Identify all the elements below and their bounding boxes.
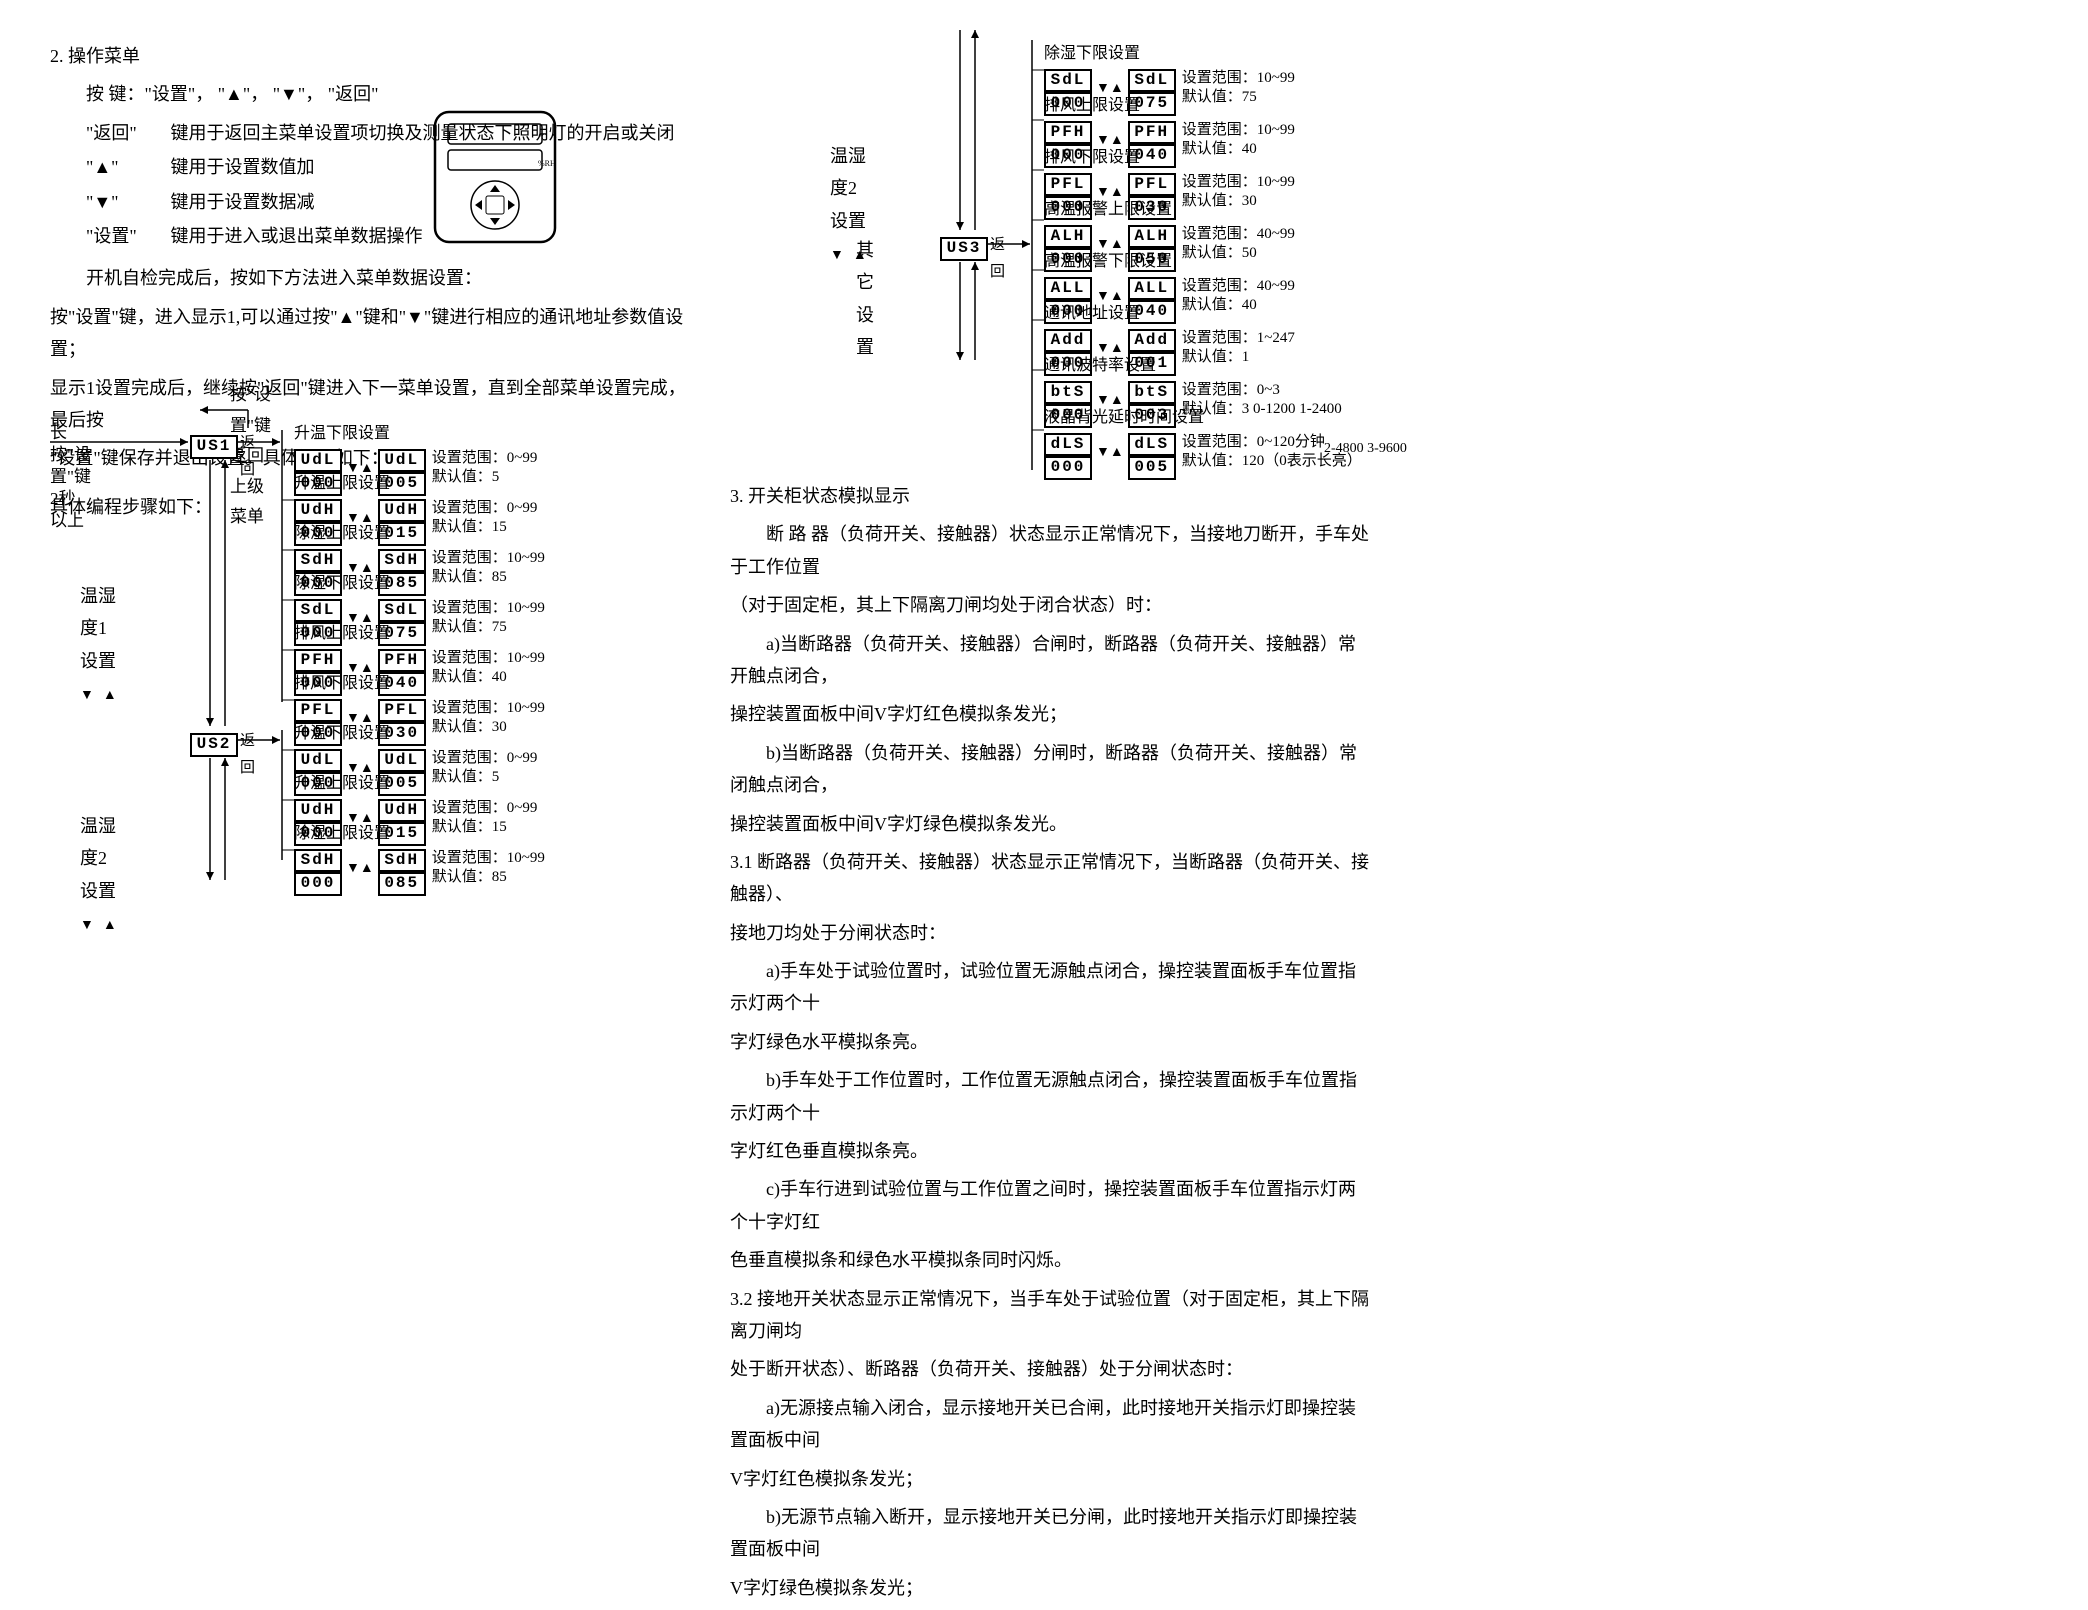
setting-info: 设置范围：0~99默认值：15 [432,799,538,838]
setting-info: 设置范围：10~99默认值：85 [432,849,545,888]
return-2: 返回 [240,728,255,782]
setting-info: 设置范围：10~99默认值：75 [1182,69,1295,108]
right-para: 色垂直模拟条和绿色水平模拟条同时闪烁。 [730,1244,1370,1276]
settings-b: 升温下限设置UdL000▼▲UdL005设置范围：0~99默认值：5升温上限设置… [294,720,545,870]
key-desc-row: "▲" 键用于设置数值加 [86,151,690,183]
setting-info: 设置范围：40~99默认值：40 [1182,277,1295,316]
right-para: a)当断路器（负荷开关、接触器）合闸时，断路器（负荷开关、接触器）常开触点闭合， [730,628,1370,693]
setting-title: 除湿下限设置 [1044,40,1362,69]
section-title: 2. 操作菜单 [50,40,690,72]
setting-title: 升温下限设置 [294,420,545,449]
arrow-icons: ▼▲ [1096,440,1124,465]
setting-info: 设置范围：10~99默认值：40 [1182,121,1295,160]
group-3-label: 其它设置 [856,234,874,364]
right-para: 断 路 器（负荷开关、接触器）状态显示正常情况下，当接地刀断开，手车处于工作位置 [730,518,1370,583]
setting-info: 设置范围：0~99默认值：5 [432,749,538,788]
right-para: （对于固定柜，其上下隔离刀闸均处于闭合状态）时： [730,589,1370,621]
para-1: 按"设置"键，进入显示1,可以通过按"▲"键和"▼"键进行相应的通讯地址参数值设… [50,301,690,366]
right-para: a)无源接点输入闭合，显示接地开关已合闸，此时接地开关指示灯即操控装置面板中间 [730,1392,1370,1457]
setting-title: 升温下限设置 [294,720,545,749]
setting-info: 设置范围：1~247默认值：1 [1182,329,1295,368]
group-1-label: 温湿度1设置 ▼ ▲ [80,580,117,710]
lcd-left: SdH000 [294,849,342,896]
settings-c: 除湿下限设置SdL000▼▲SdL075设置范围：10~99默认值：75排风上限… [1044,40,1362,456]
right-para: 接地刀均处于分闸状态时： [730,917,1370,949]
svg-text:℃: ℃ [538,133,547,142]
right-para: 字灯绿色水平模拟条亮。 [730,1026,1370,1058]
setting-info: 设置范围：0~99默认值：5 [432,449,538,488]
right-para: b)当断路器（负荷开关、接触器）分闸时，断路器（负荷开关、接触器）常闭触点闭合， [730,737,1370,802]
setting-group: 升温下限设置UdL000▼▲UdL005设置范围：0~99默认值：5 [294,720,545,770]
svg-text:%RH: %RH [538,159,556,168]
right-para: 操控装置面板中间V字灯红色模拟条发光； [730,698,1370,730]
setting-info: 设置范围：10~99默认值：85 [432,549,545,588]
key-desc-row: "设置" 键用于进入或退出菜单数据操作 [86,220,690,252]
setting-group: 升温下限设置UdL000▼▲UdL005设置范围：0~99默认值：5 [294,420,545,470]
right-column: 3. 开关柜状态模拟显示 断 路 器（负荷开关、接触器）状态显示正常情况下，当接… [730,480,1370,1610]
group-2-label: 温湿度2设置 ▼ ▲ [80,810,117,940]
right-para: V字灯红色模拟条发光； [730,1463,1370,1495]
right-para: 字灯红色垂直模拟条亮。 [730,1135,1370,1167]
lcd-right: dLS005 [1128,433,1176,480]
boot-line: 开机自检完成后，按如下方法进入菜单数据设置： [50,262,690,294]
us1-box: US1 [190,428,238,460]
key-desc-row: "▼" 键用于设置数据减 [86,186,690,218]
setting-info: 设置范围：40~99默认值：50 [1182,225,1295,264]
right-paragraphs: 断 路 器（负荷开关、接触器）状态显示正常情况下，当接地刀断开，手车处于工作位置… [730,518,1370,1604]
lcd-left: dLS000 [1044,433,1092,480]
right-para: a)手车处于试验位置时，试验位置无源触点闭合，操控装置面板手车位置指示灯两个十 [730,955,1370,1020]
setting-info: 设置范围：10~99默认值：75 [432,599,545,638]
section-3-title: 3. 开关柜状态模拟显示 [730,480,1370,512]
right-para: 操控装置面板中间V字灯绿色模拟条发光。 [730,808,1370,840]
right-para: b)无源节点输入断开，显示接地开关已分闸，此时接地开关指示灯即操控装置面板中间 [730,1501,1370,1566]
device-illustration: ℃ %RH [430,110,560,240]
arrow-icons: ▼▲ [346,856,374,881]
setting-info: 设置范围：0~3默认值：3 0-1200 1-2400 [1182,381,1342,420]
lcd-right: SdH085 [378,849,426,896]
right-para: 3.2 接地开关状态显示正常情况下，当手车处于试验位置（对于固定柜，其上下隔离刀… [730,1283,1370,1348]
right-para: 3.1 断路器（负荷开关、接触器）状态显示正常情况下，当断路器（负荷开关、接触器… [730,846,1370,911]
setting-info: 设置范围：0~99默认值：15 [432,499,538,538]
setting-row: SdH000▼▲SdH085设置范围：10~99默认值：85 [294,849,545,896]
right-para: 处于断开状态）、断路器（负荷开关、接触器）处于分闸状态时： [730,1353,1370,1385]
us2-box: US2 [190,726,238,758]
return-3: 返回 [990,232,1005,286]
keys-line: 按 键："设置"， "▲"， "▼"， "返回" [50,78,690,110]
us3-box: US3 [940,230,988,262]
return-1: 返回 [240,430,255,484]
setting-info: 设置范围：10~99默认值：40 [432,649,545,688]
key-descriptions: "返回" 键用于返回主菜单设置项切换及测量状态下照明灯的开启或关闭"▲" 键用于… [50,117,690,253]
right-para: c)手车行进到试验位置与工作位置之间时，操控装置面板手车位置指示灯两个十字灯红 [730,1173,1370,1238]
right-para: b)手车处于工作位置时，工作位置无源触点闭合，操控装置面板手车位置指示灯两个十 [730,1064,1370,1129]
setting-info: 设置范围：10~99默认值：30 [1182,173,1295,212]
setting-group: 除湿下限设置SdL000▼▲SdL075设置范围：10~99默认值：75 [1044,40,1362,92]
long-press-label: 长按"设置"键 2秒以上 [50,422,91,532]
key-desc-row: "返回" 键用于返回主菜单设置项切换及测量状态下照明灯的开启或关闭 [86,117,690,149]
right-para: V字灯绿色模拟条发光； [730,1572,1370,1604]
settings-a: 升温下限设置UdL000▼▲UdL005设置范围：0~99默认值：5升温上限设置… [294,420,545,720]
